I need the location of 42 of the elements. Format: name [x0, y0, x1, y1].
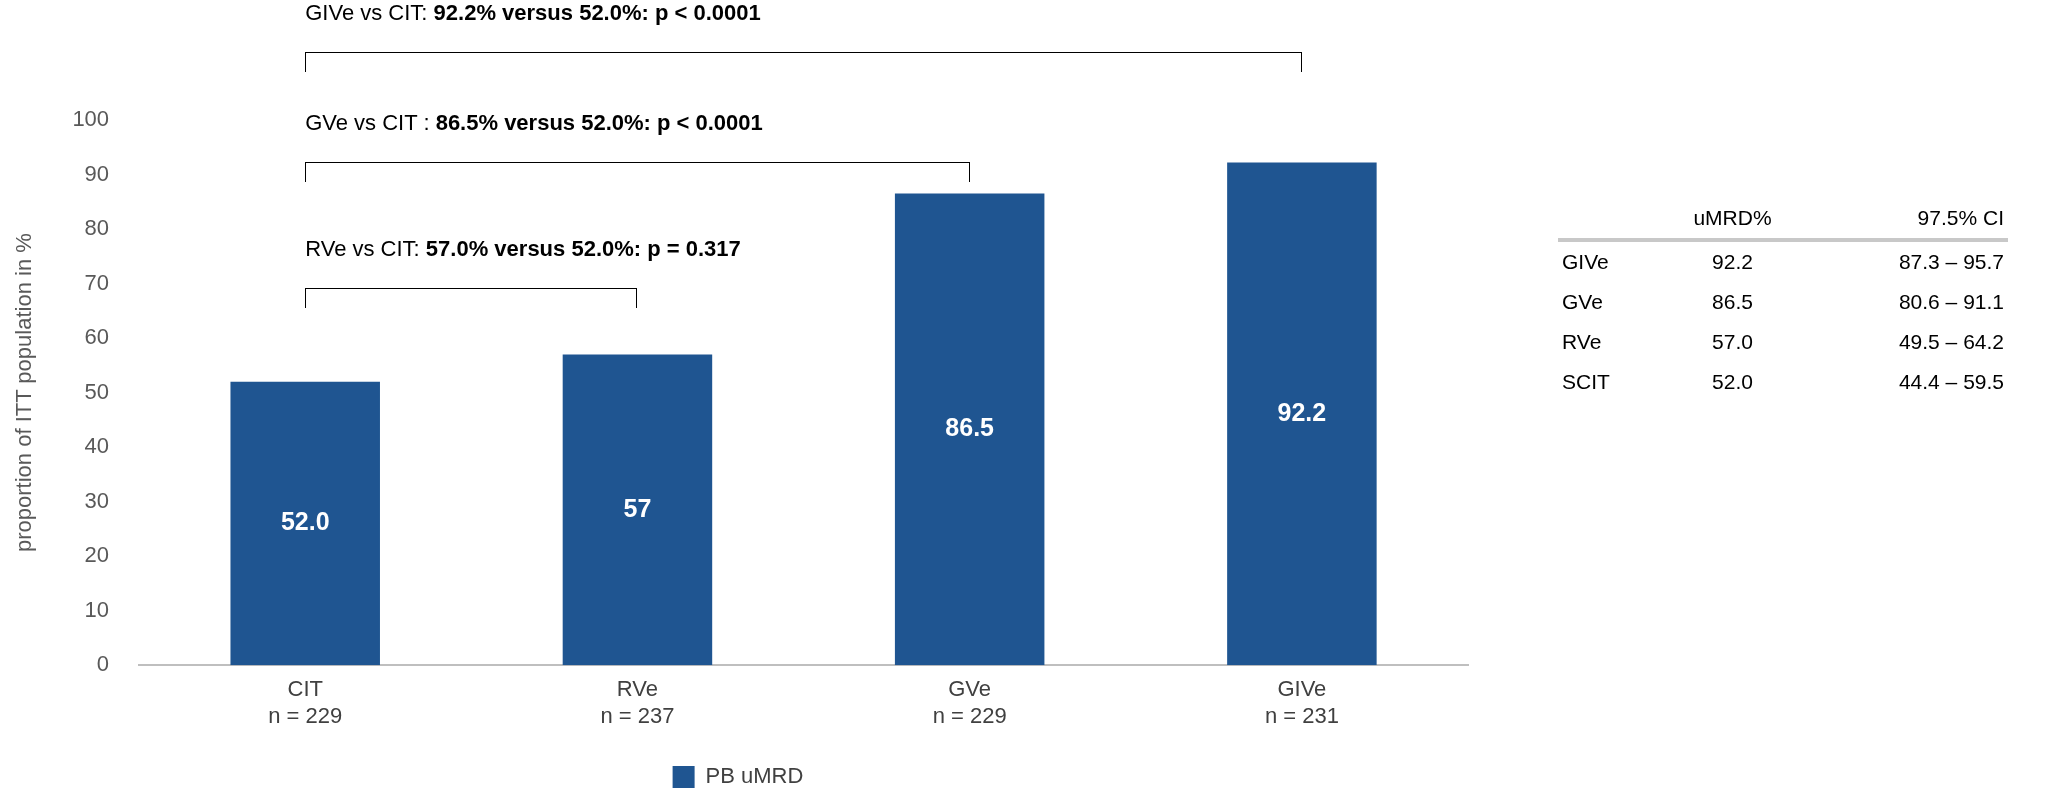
x-tick-label: RVe n = 237: [600, 676, 675, 728]
bar: [894, 193, 1045, 666]
bar: [1227, 162, 1377, 666]
y-axis-title: proportion of ITT population in %: [11, 233, 37, 552]
text: 57.0: [1711, 329, 1754, 355]
text: 92.2: [1711, 249, 1754, 275]
data-label: 86.5: [945, 413, 995, 442]
text: uMRD%: [1692, 205, 1773, 231]
y-tick-label: 30: [84, 487, 110, 513]
annotation: RVe vs CIT: 57.0% versus 52.0%: p = 0.317: [305, 236, 741, 261]
data-label: 57: [623, 493, 652, 522]
annotation: GVe vs CIT : 86.5% versus 52.0%: p < 0.0001: [305, 110, 763, 135]
data-label: 52.0: [280, 507, 330, 536]
y-tick-label: 60: [84, 324, 110, 350]
text: 86.5: [1711, 289, 1754, 315]
text: 44.4 – 59.5: [1897, 369, 2005, 395]
text: GIVe vs CIT: 92.2% versus 52.0%: p < 0.0001: [305, 0, 761, 25]
text: 49.5 – 64.2: [1897, 329, 2005, 355]
x-tick-label: GVe n = 229: [932, 676, 1007, 728]
data-label: 92.2: [1277, 397, 1327, 426]
y-tick-label: 10: [84, 596, 110, 622]
text: RVe: [1561, 329, 1603, 355]
y-tick-label: 40: [84, 433, 110, 459]
y-tick-label: 90: [84, 160, 110, 186]
y-tick-label: 70: [84, 269, 110, 295]
y-tick-label: 20: [84, 542, 110, 568]
text: GVe: [1561, 289, 1604, 315]
text: 97.5% CI: [1916, 205, 2005, 231]
y-tick-label: 80: [84, 215, 110, 241]
text: 52.0: [1711, 369, 1754, 395]
y-tick-label: 0: [96, 651, 110, 677]
y-tick-label: 50: [84, 378, 110, 404]
x-tick-label: CIT n = 229: [268, 676, 343, 728]
text: GIVe: [1561, 249, 1610, 275]
bar: [230, 381, 380, 666]
text: SCIT: [1561, 369, 1611, 395]
bar: [562, 354, 713, 666]
text: 80.6 – 91.1: [1897, 289, 2005, 315]
x-tick-label: GIVe n = 231: [1264, 676, 1339, 728]
legend-label: PB uMRD: [705, 763, 804, 789]
text: 87.3 – 95.7: [1897, 249, 2005, 275]
y-tick-label: 100: [72, 106, 110, 132]
